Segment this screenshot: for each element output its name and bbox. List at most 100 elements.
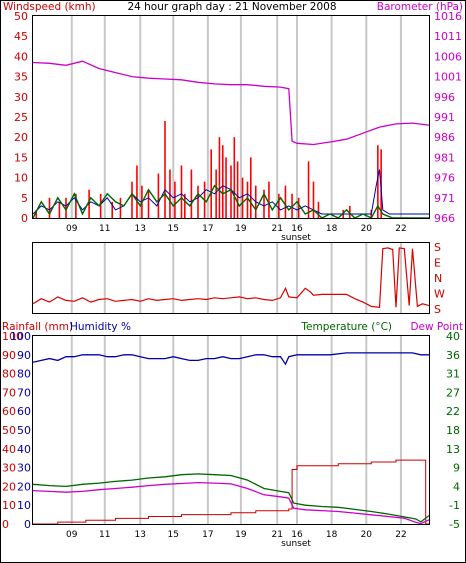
rainfall-tick: 50 xyxy=(2,424,16,437)
chart-title: 24 hour graph day : 21 November 2008 xyxy=(127,1,336,13)
panel2-frame xyxy=(32,242,430,314)
time-tick: 21 xyxy=(271,224,282,234)
barometer-tick: 1001 xyxy=(434,71,462,84)
direction-tick: E xyxy=(434,257,441,270)
time-tick: 17 xyxy=(202,530,213,540)
windspeed-tick: 50 xyxy=(14,10,28,23)
barometer-tick: 976 xyxy=(434,172,455,185)
time-tick: 18 xyxy=(326,530,338,540)
dewpoint-line xyxy=(32,481,430,525)
direction-tick: S xyxy=(434,303,441,316)
humidity-axis-title: Humidity % xyxy=(70,321,131,333)
rainfall-tick: 60 xyxy=(2,405,16,418)
time-tick: 11 xyxy=(99,224,110,234)
time-tick: 11 xyxy=(99,530,110,540)
windspeed-tick: 35 xyxy=(14,71,28,84)
direction-tick: W xyxy=(434,288,445,301)
temperature-tick: -1 xyxy=(449,499,460,512)
sunset-label-top: sunset xyxy=(281,233,311,243)
direction-tick: N xyxy=(434,272,442,285)
humidity-tick: 10 xyxy=(17,499,31,512)
humidity-tick: 60 xyxy=(17,405,31,418)
temperature-tick: 31 xyxy=(446,368,460,381)
barometer-line xyxy=(32,60,430,146)
humidity-tick: 70 xyxy=(17,386,31,399)
humidity-tick: 0 xyxy=(24,518,31,531)
barometer-tick: 981 xyxy=(434,151,455,164)
barometer-tick: 991 xyxy=(434,111,455,124)
panel3-grid xyxy=(70,336,402,524)
dewpoint-axis-title: Dew Point xyxy=(410,321,463,333)
rainfall-axis-title: Rainfall (mm) xyxy=(2,321,73,333)
time-tick: 09 xyxy=(66,530,78,540)
temperature-tick: 27 xyxy=(446,386,460,399)
temperature-tick: 36 xyxy=(446,349,460,362)
barometer-ticks: 966 971 976 981 986 991 996 1001 1006 1011 1016 xyxy=(434,10,462,225)
humidity-tick: 100 xyxy=(10,330,31,343)
windspeed-tick: 40 xyxy=(14,50,28,63)
humidity-ticks: 0 10 20 30 40 50 60 70 80 90 100 xyxy=(10,330,31,531)
barometer-tick: 1011 xyxy=(434,30,462,43)
windspeed-tick: 25 xyxy=(14,111,28,124)
temperature-tick: 4 xyxy=(453,480,460,493)
rainfall-tick: 70 xyxy=(2,386,16,399)
windspeed-tick: 0 xyxy=(21,212,28,225)
time-tick: 16 xyxy=(291,224,303,234)
humidity-tick: 80 xyxy=(17,368,31,381)
panel3-frame xyxy=(32,335,430,525)
time-tick: 15 xyxy=(168,530,179,540)
humidity-tick: 50 xyxy=(17,424,31,437)
rainfall-tick: 100 xyxy=(2,330,23,343)
panel3-series xyxy=(32,352,430,525)
windspeed-axis-title: Windspeed (kmh) xyxy=(3,1,96,13)
rainfall-tick: 40 xyxy=(2,443,16,456)
direction-tick: S xyxy=(434,241,441,254)
temperature-line xyxy=(32,473,430,523)
rainfall-tick: 20 xyxy=(2,480,16,493)
barometer-tick: 966 xyxy=(434,212,455,225)
temperature-axis-title: Temperature (°C) xyxy=(300,321,392,333)
barometer-tick: 986 xyxy=(434,131,455,144)
time-tick: 13 xyxy=(135,530,146,540)
time-tick: 21 xyxy=(271,530,282,540)
windspeed-tick: 15 xyxy=(14,151,28,164)
time-tick: 19 xyxy=(235,530,247,540)
barometer-tick: 1006 xyxy=(434,50,462,63)
humidity-line xyxy=(32,352,429,366)
temperature-tick: -5 xyxy=(449,518,460,531)
panel3-time-ticks: 09 11 13 15 17 19 21 16 18 20 22 xyxy=(66,530,407,540)
panel1-grid xyxy=(70,16,402,218)
time-tick: 18 xyxy=(326,224,338,234)
rainfall-tick: 30 xyxy=(2,462,16,475)
time-tick: 22 xyxy=(395,224,406,234)
panel2-series xyxy=(32,247,430,308)
barometer-tick: 971 xyxy=(434,192,455,205)
windspeed-tick: 30 xyxy=(14,91,28,104)
windspeed-tick: 45 xyxy=(14,30,28,43)
temperature-tick: 9 xyxy=(453,462,460,475)
windspeed-ticks: 0 5 10 15 20 25 30 35 40 45 50 xyxy=(14,10,28,225)
barometer-axis-title: Barometer (hPa) xyxy=(377,1,463,13)
time-tick: 09 xyxy=(66,224,78,234)
wind-direction-line xyxy=(32,247,430,308)
rainfall-tick: 10 xyxy=(2,499,16,512)
sunset-label-bottom: sunset xyxy=(281,539,311,549)
time-tick: 19 xyxy=(235,224,247,234)
humidity-tick: 30 xyxy=(17,462,31,475)
rainfall-tick: 80 xyxy=(2,368,16,381)
windspeed-tick: 5 xyxy=(21,192,28,205)
panel1-series xyxy=(32,60,430,219)
panel1-time-ticks: 09 11 13 15 17 19 21 16 18 20 22 xyxy=(66,224,407,234)
rainfall-tick: 90 xyxy=(2,349,16,362)
temperature-tick: 22 xyxy=(446,405,460,418)
rainfall-ticks: 0 10 20 30 40 50 60 70 80 90 100 xyxy=(2,330,23,531)
time-tick: 15 xyxy=(168,224,179,234)
temperature-tick: 13 xyxy=(446,443,460,456)
time-tick: 17 xyxy=(202,224,213,234)
time-tick: 22 xyxy=(395,530,406,540)
panel1-frame xyxy=(32,15,430,219)
barometer-tick: 996 xyxy=(434,91,455,104)
time-tick: 20 xyxy=(361,530,373,540)
